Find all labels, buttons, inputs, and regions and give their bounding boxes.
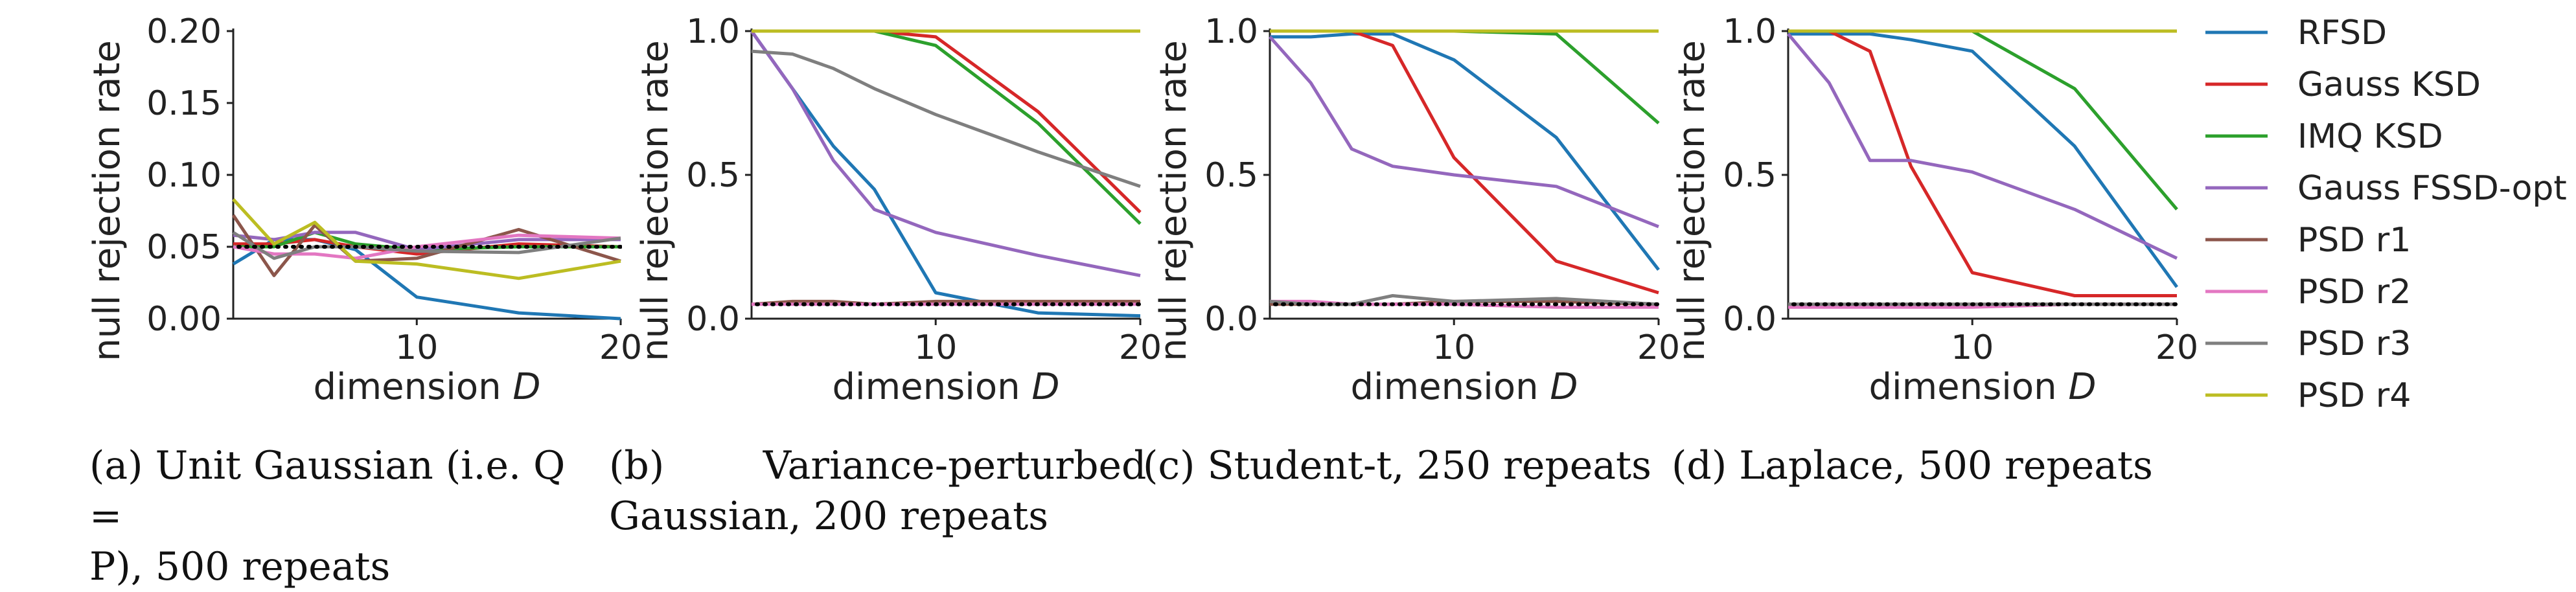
caption-d: (d) Laplace, 500 repeats	[1672, 440, 2190, 491]
caption-a-line2: P), 500 repeats	[89, 544, 391, 589]
series-line-gauss-fssd-opt	[750, 30, 1141, 277]
x-axis-label: dimension D	[1350, 366, 1578, 408]
y-tick-label: 0.0	[686, 300, 740, 339]
series-line-psd-r4	[232, 198, 621, 280]
legend-label: PSD r3	[2297, 324, 2411, 363]
legend-label: PSD r4	[2297, 376, 2411, 415]
y-tick-label: 0.0	[1723, 300, 1777, 339]
caption-a: (a) Unit Gaussian (i.e. Q = P), 500 repe…	[89, 440, 608, 592]
y-tick-label: 0.00	[146, 300, 222, 339]
x-axis-label: dimension D	[1869, 366, 2096, 408]
y-axis-label: null rejection rate	[1671, 40, 1713, 361]
x-tick-label: 20	[2156, 328, 2198, 367]
series-line-psd-r3	[751, 49, 1141, 188]
legend-label: Gauss FSSD-opt	[2297, 169, 2567, 208]
y-tick-label: 1.0	[1204, 12, 1258, 51]
y-tick-label: 0.5	[686, 156, 740, 195]
legend-label: IMQ KSD	[2297, 117, 2443, 156]
caption-b-line1: (b) Variance-perturbed	[609, 443, 1147, 488]
panel-b: 0.0 0.5 1.0 10 20 dimension D null rejection r…	[634, 12, 1162, 408]
legend-label: PSD r2	[2297, 273, 2411, 312]
series-line-rfsd	[750, 30, 1141, 318]
series-line-rfsd	[1788, 32, 2178, 288]
x-axis-label: dimension D	[313, 366, 540, 408]
x-tick-label: 10	[1951, 328, 1994, 367]
caption-b: (b) Variance-perturbed Gaussian, 200 rep…	[609, 440, 1147, 541]
x-tick-label: 20	[1637, 328, 1680, 367]
y-tick-label: 0.20	[146, 12, 222, 51]
x-tick-label: 20	[1119, 328, 1162, 367]
x-tick-label: 10	[395, 328, 438, 367]
y-tick-label: 1.0	[686, 12, 740, 51]
y-tick-label: 0.10	[146, 156, 222, 195]
series-line-gauss-fssd-opt	[233, 231, 621, 251]
x-axis-label: dimension D	[832, 366, 1059, 408]
series-line-imq-ksd	[1788, 29, 2178, 211]
y-axis-label: null rejection rate	[1153, 40, 1195, 361]
y-tick-label: 0.5	[1723, 156, 1777, 195]
caption-d-line1: (d) Laplace, 500 repeats	[1672, 443, 2153, 488]
caption-c-line1: (c) Student-t, 250 repeats	[1143, 443, 1651, 488]
x-tick-label: 10	[1432, 328, 1475, 367]
legend-label: RFSD	[2297, 14, 2387, 52]
legend: RFSD Gauss KSD IMQ KSD Gauss FSSD-opt PSD r1…	[2205, 14, 2567, 415]
caption-c: (c) Student-t, 250 repeats	[1143, 440, 1661, 491]
panel-a: 0.00 0.05 0.10 0.15 0.20 10 20 dimension D null …	[86, 12, 642, 408]
y-tick-label: 1.0	[1723, 12, 1777, 51]
x-tick-label: 20	[599, 328, 642, 367]
y-tick-label: 0.5	[1204, 156, 1258, 195]
series-line-gauss-fssd-opt	[1787, 32, 2178, 260]
series-line-psd-r2	[233, 233, 621, 260]
series-line-gauss-ksd	[1788, 29, 2177, 297]
caption-a-line1: (a) Unit Gaussian (i.e. Q =	[89, 443, 566, 539]
legend-label: Gauss KSD	[2297, 65, 2481, 104]
y-axis-label: null rejection rate	[86, 40, 128, 361]
y-tick-label: 0.15	[146, 84, 222, 123]
caption-b-line2: Gaussian, 200 repeats	[609, 494, 1049, 539]
series-line-psd-r3	[1269, 294, 1659, 306]
y-axis-label: null rejection rate	[634, 40, 676, 361]
series-line-rfsd	[1270, 32, 1660, 271]
panel-d: 0.0 0.5 1.0 10 20 dimension D null rejection r…	[1671, 12, 2198, 408]
legend-label: PSD r1	[2297, 221, 2411, 260]
x-tick-label: 10	[914, 328, 957, 367]
series-line-gauss-fssd-opt	[1269, 36, 1659, 229]
y-tick-label: 0.0	[1204, 300, 1258, 339]
y-tick-label: 0.05	[146, 228, 222, 267]
panel-c: 0.0 0.5 1.0 10 20 dimension D null rejection r…	[1153, 12, 1680, 408]
